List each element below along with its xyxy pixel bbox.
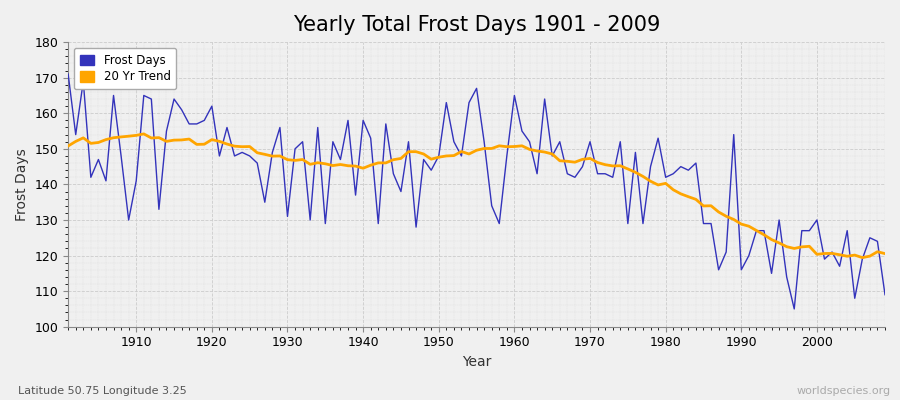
Title: Yearly Total Frost Days 1901 - 2009: Yearly Total Frost Days 1901 - 2009	[292, 15, 661, 35]
Frost Days	[788, 306, 799, 311]
X-axis label: Year: Year	[462, 355, 491, 369]
Frost Days	[63, 72, 74, 76]
20 Yr Trend	[517, 144, 527, 148]
20 Yr Trend	[608, 164, 618, 168]
Text: worldspecies.org: worldspecies.org	[796, 386, 891, 396]
Frost Days	[599, 171, 610, 176]
Y-axis label: Frost Days: Frost Days	[15, 148, 29, 221]
20 Yr Trend	[139, 132, 149, 136]
Line: 20 Yr Trend: 20 Yr Trend	[68, 134, 885, 258]
Frost Days	[879, 292, 890, 297]
20 Yr Trend	[343, 163, 354, 168]
20 Yr Trend	[857, 255, 868, 260]
20 Yr Trend	[509, 144, 520, 149]
Frost Days	[123, 218, 134, 222]
Frost Days	[501, 154, 512, 158]
Frost Days	[290, 146, 301, 151]
Legend: Frost Days, 20 Yr Trend: Frost Days, 20 Yr Trend	[74, 48, 176, 89]
20 Yr Trend	[63, 144, 74, 148]
20 Yr Trend	[297, 157, 308, 162]
Frost Days	[509, 93, 520, 98]
Line: Frost Days: Frost Days	[68, 74, 885, 309]
20 Yr Trend	[123, 134, 134, 138]
Frost Days	[335, 157, 346, 162]
20 Yr Trend	[879, 251, 890, 256]
Text: Latitude 50.75 Longitude 3.25: Latitude 50.75 Longitude 3.25	[18, 386, 187, 396]
